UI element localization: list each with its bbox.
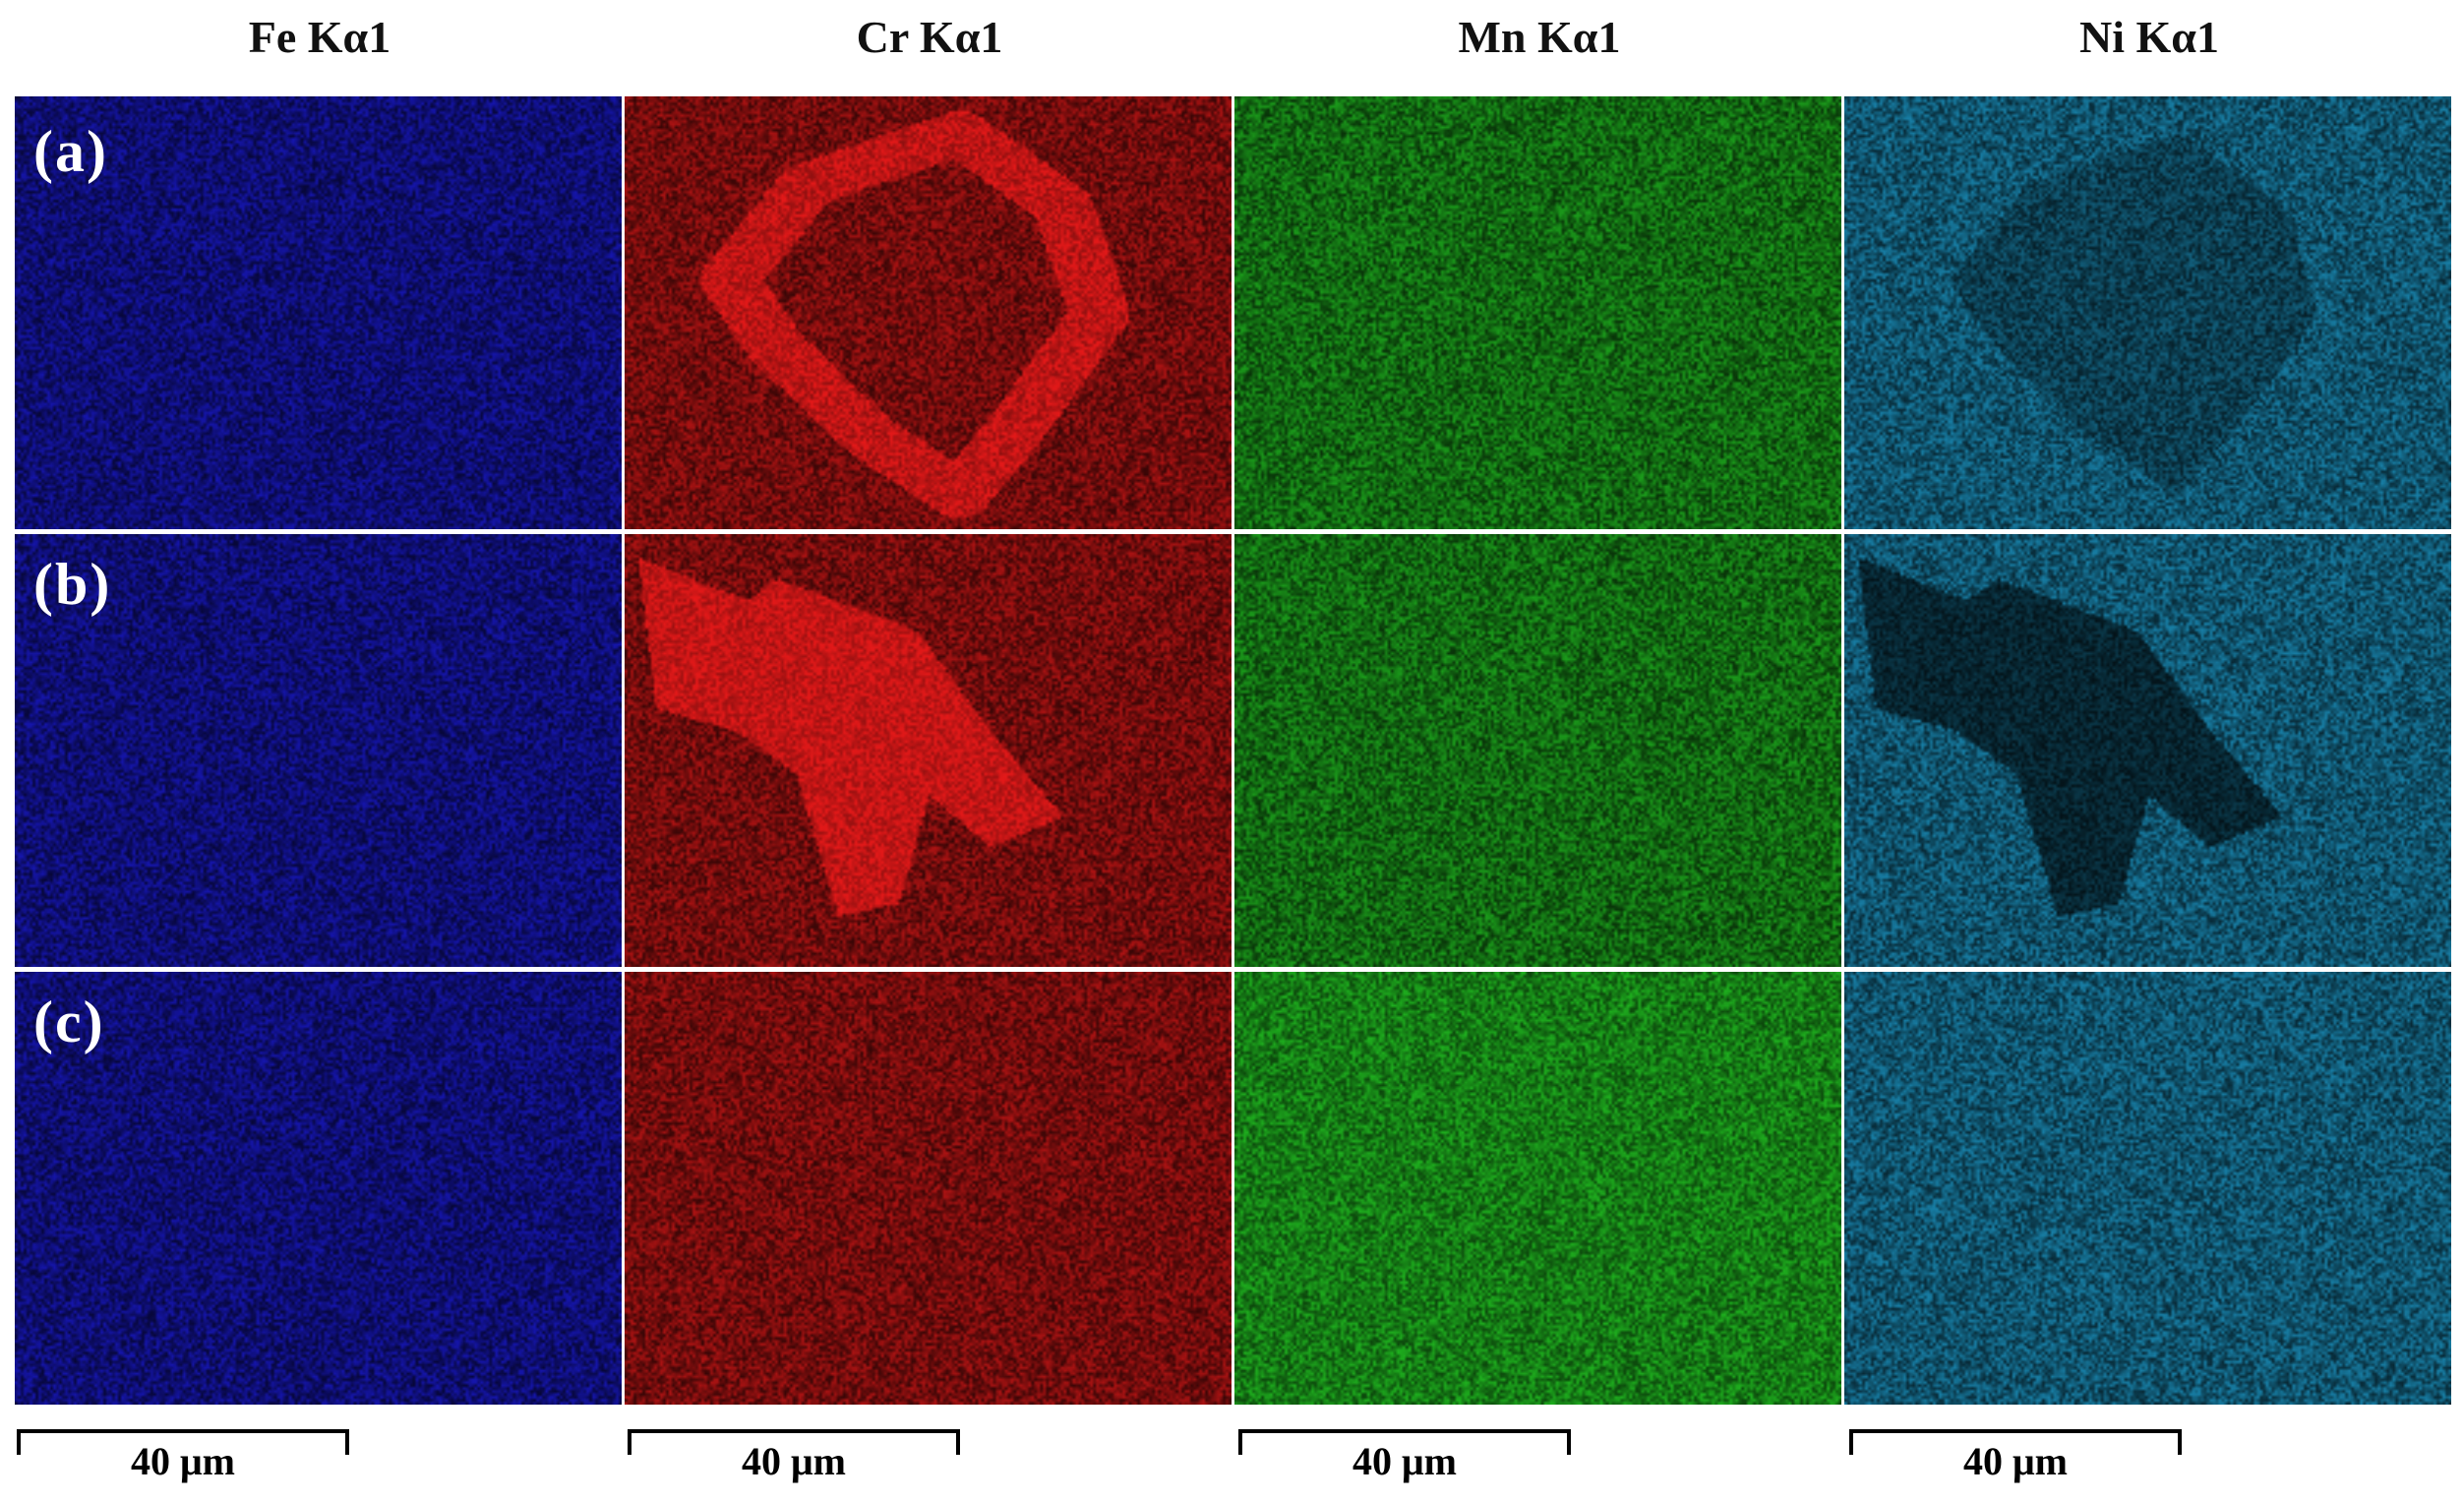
column-header-cr: Cr Kα1: [856, 12, 1003, 62]
eds-map-b-fe: [15, 534, 622, 967]
scale-bar-label-fe: 40 μm: [131, 1439, 235, 1483]
eds-map-a-ni: [1844, 96, 2451, 529]
scale-bar-fe: [17, 1429, 349, 1455]
eds-map-c-ni: [1844, 972, 2451, 1405]
eds-map-a-mn: [1234, 96, 1841, 529]
eds-map-c-fe: [15, 972, 622, 1405]
eds-map-grid: [15, 96, 2454, 1408]
eds-map-a-fe: [15, 96, 622, 529]
eds-map-c-mn: [1234, 972, 1841, 1405]
row-label-b: (b): [33, 552, 112, 617]
scale-bar-label-cr: 40 μm: [742, 1439, 846, 1483]
scale-bar-ni: [1849, 1429, 2182, 1455]
scale-bar-label-mn: 40 μm: [1352, 1439, 1457, 1483]
column-header-fe: Fe Kα1: [248, 12, 391, 62]
row-label-a: (a): [33, 119, 108, 184]
eds-map-c-cr: [625, 972, 1232, 1405]
scale-bar-label-ni: 40 μm: [1963, 1439, 2068, 1483]
column-header-ni: Ni Kα1: [2079, 12, 2219, 62]
column-header-mn: Mn Kα1: [1458, 12, 1621, 62]
row-label-c: (c): [33, 990, 105, 1054]
scale-bar-mn: [1238, 1429, 1571, 1455]
eds-map-a-cr: [625, 96, 1232, 529]
eds-map-b-mn: [1234, 534, 1841, 967]
eds-map-b-cr: [625, 534, 1232, 967]
scale-bar-cr: [628, 1429, 960, 1455]
eds-map-b-ni: [1844, 534, 2451, 967]
